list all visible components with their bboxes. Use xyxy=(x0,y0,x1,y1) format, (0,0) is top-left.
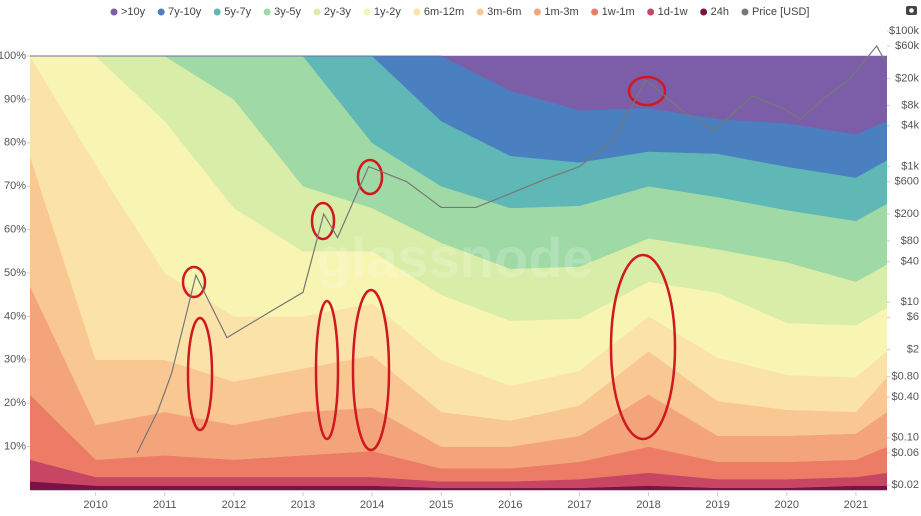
y-tick-label: 70% xyxy=(4,180,26,192)
legend-swatch xyxy=(591,8,599,16)
y2-tick-label: $100k xyxy=(889,25,919,37)
x-tick-label: 2019 xyxy=(705,499,729,511)
y2-tick-label: $0.10 xyxy=(891,432,919,444)
y2-tick-label: $10 xyxy=(901,296,919,308)
legend-swatch xyxy=(363,8,371,16)
y2-tick-label: $0.40 xyxy=(891,391,919,403)
x-tick-label: 2015 xyxy=(429,499,453,511)
x-tick-label: 2013 xyxy=(291,499,315,511)
circle xyxy=(351,288,391,452)
y2-tick-label: $0.02 xyxy=(891,479,919,491)
y2-tick-label: $0.80 xyxy=(891,370,919,382)
legend-label[interactable]: 7y-10y xyxy=(168,6,202,18)
area-band xyxy=(30,55,887,135)
x-tick-label: 2017 xyxy=(567,499,591,511)
legend-label[interactable]: Price [USD] xyxy=(752,6,809,18)
x-tick-label: 2018 xyxy=(636,499,660,511)
x-tick-label: 2016 xyxy=(498,499,522,511)
circle xyxy=(609,253,677,441)
y2-tick-label: $600 xyxy=(895,176,919,188)
circle xyxy=(314,299,340,441)
y-tick-label: 20% xyxy=(4,397,26,409)
x-tick-label: 2014 xyxy=(360,499,384,511)
legend-swatch xyxy=(413,8,421,16)
legend-label[interactable]: 1m-3m xyxy=(544,6,578,18)
y-tick-label: 10% xyxy=(4,441,26,453)
y-tick-label: 60% xyxy=(4,224,26,236)
legend-label[interactable]: 2y-3y xyxy=(324,6,351,18)
price-line xyxy=(136,44,887,454)
x-tick-label: 2021 xyxy=(844,499,868,511)
legend-label[interactable]: >10y xyxy=(121,6,146,18)
y-tick-label: 50% xyxy=(4,267,26,279)
y2-tick-label: $200 xyxy=(895,208,919,220)
legend: >10y 7y-10y 5y-7y 3y-5y 2y-3y 1y-2y 6m-12m 3m-6… xyxy=(110,6,809,18)
y2-tick-label: $8k xyxy=(901,99,919,111)
y-tick-label: 30% xyxy=(4,354,26,366)
y-tick-label: 100% xyxy=(0,50,26,62)
y2-tick-label: $0.06 xyxy=(891,447,919,459)
y2-tick-label: $60k xyxy=(895,40,919,52)
y-tick-label: 90% xyxy=(4,93,26,105)
x-tick-label: 2010 xyxy=(83,499,107,511)
legend-swatch xyxy=(213,8,221,16)
legend-swatch xyxy=(110,8,118,16)
legend-label[interactable]: 6m-12m xyxy=(424,6,464,18)
circle xyxy=(186,316,214,432)
circle xyxy=(356,158,384,196)
camera-icon xyxy=(906,6,917,15)
legend-swatch xyxy=(741,8,749,16)
legend-label[interactable]: 5y-7y xyxy=(224,6,251,18)
y-tick-label: 40% xyxy=(4,310,26,322)
legend-label[interactable]: 24h xyxy=(711,6,729,18)
circle xyxy=(181,265,207,299)
legend-label[interactable]: 3m-6m xyxy=(487,6,521,18)
legend-swatch xyxy=(157,8,165,16)
y2-tick-label: $6 xyxy=(907,311,919,323)
watermark: glassnode xyxy=(317,226,594,289)
circle xyxy=(310,201,336,241)
annotations xyxy=(181,75,677,452)
legend-label[interactable]: 1y-2y xyxy=(374,6,401,18)
legend-swatch xyxy=(263,8,271,16)
x-tick-label: 2020 xyxy=(775,499,799,511)
y2-tick-label: $4k xyxy=(901,120,919,132)
legend-swatch xyxy=(476,8,484,16)
x-tick-label: 2011 xyxy=(153,499,177,511)
y-tick-label: 80% xyxy=(4,137,26,149)
legend-swatch xyxy=(313,8,321,16)
y2-tick-label: $2 xyxy=(907,344,919,356)
circle xyxy=(627,75,667,107)
x-tick-label: 2012 xyxy=(222,499,246,511)
legend-label[interactable]: 1w-1m xyxy=(602,6,635,18)
legend-label[interactable]: 1d-1w xyxy=(658,6,688,18)
legend-swatch xyxy=(700,8,708,16)
y2-tick-label: $80 xyxy=(901,235,919,247)
y2-tick-label: $40 xyxy=(901,255,919,267)
legend-label[interactable]: 3y-5y xyxy=(274,6,301,18)
y2-tick-label: $20k xyxy=(895,72,919,84)
legend-swatch xyxy=(647,8,655,16)
legend-swatch xyxy=(533,8,541,16)
y2-tick-label: $1k xyxy=(901,161,919,173)
